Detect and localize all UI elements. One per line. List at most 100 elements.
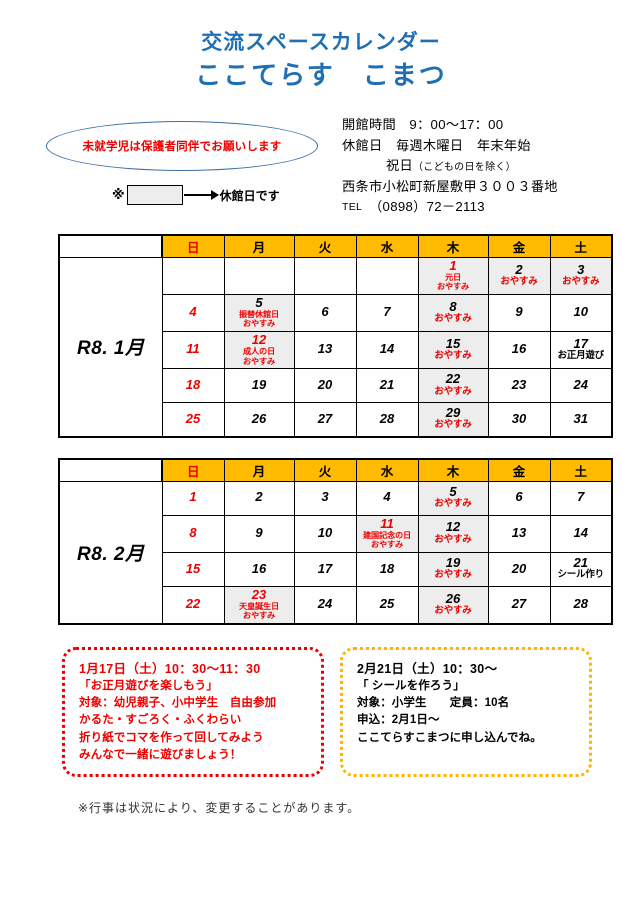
day-cell-empty bbox=[293, 256, 357, 295]
day-cell-12[interactable]: 12 成人の日 おやすみ bbox=[223, 330, 295, 370]
day-cell-11[interactable]: 11 bbox=[161, 330, 225, 370]
day-number: 11 bbox=[380, 515, 394, 531]
day-number: 2 bbox=[255, 489, 263, 505]
day-cell-18[interactable]: 18 bbox=[355, 551, 419, 587]
day-note-secondary: おやすみ bbox=[437, 282, 469, 292]
day-cell-2[interactable]: 2 bbox=[223, 480, 295, 516]
day-number: 16 bbox=[251, 560, 267, 576]
day-cell-2[interactable]: 2 おやすみ bbox=[487, 256, 551, 295]
day-cell-22[interactable]: 22 おやすみ bbox=[417, 368, 489, 404]
day-cell-28[interactable]: 28 bbox=[355, 402, 419, 438]
day-number: 26 bbox=[251, 410, 267, 426]
day-cell-22[interactable]: 22 bbox=[161, 585, 225, 625]
day-number: 31 bbox=[573, 410, 588, 426]
day-cell-27[interactable]: 27 bbox=[487, 585, 551, 625]
day-note: おやすみ bbox=[434, 498, 472, 510]
day-cell-6[interactable]: 6 bbox=[293, 293, 357, 332]
facility-address: 西条市小松町新屋敷甲３００３番地 bbox=[342, 178, 558, 194]
day-cell-27[interactable]: 27 bbox=[293, 402, 357, 438]
day-cell-28[interactable]: 28 bbox=[549, 585, 613, 625]
day-cell-9[interactable]: 9 bbox=[487, 293, 551, 332]
calendar-january-body: 日月火水木金土 R8. 1月 1 元日 おやすみ 2 おやすみ 3 おやすみ 4 5 振替休館日 おやす… bbox=[58, 234, 613, 438]
calendar-january-wrapper: 日月火水木金土 R8. 1月 1 元日 おやすみ 2 おやすみ 3 おやすみ 4 5 振替休館日 おやす… bbox=[0, 233, 642, 438]
day-cell-20[interactable]: 20 bbox=[487, 551, 551, 587]
event-line: かるた・すごろく・ふくわらい bbox=[79, 714, 242, 727]
day-cell-8[interactable]: 8 おやすみ bbox=[417, 293, 489, 332]
day-cell-18[interactable]: 18 bbox=[161, 368, 225, 404]
dow-header-3: 水 bbox=[355, 234, 419, 258]
day-cell-26[interactable]: 26 bbox=[223, 402, 295, 438]
calendar-week-row: 18 19 20 21 22 おやすみ 23 24 bbox=[59, 368, 613, 404]
dow-header-6: 土 bbox=[549, 234, 613, 258]
day-number: 4 bbox=[189, 304, 197, 320]
day-cell-10[interactable]: 10 bbox=[549, 293, 613, 332]
day-cell-3[interactable]: 3 bbox=[293, 480, 357, 516]
day-cell-15[interactable]: 15 bbox=[161, 551, 225, 587]
day-cell-21[interactable]: 21 シール作り bbox=[549, 551, 613, 587]
day-cell-29[interactable]: 29 おやすみ bbox=[417, 402, 489, 438]
day-cell-7[interactable]: 7 bbox=[549, 480, 613, 516]
day-cell-30[interactable]: 30 bbox=[487, 402, 551, 438]
day-cell-20[interactable]: 20 bbox=[293, 368, 357, 404]
day-number: 7 bbox=[383, 304, 391, 320]
facility-closed-holidays: 祝日（こどもの日を除く） bbox=[342, 156, 614, 176]
day-cell-23[interactable]: 23 天皇誕生日 おやすみ bbox=[223, 585, 295, 625]
day-cell-3[interactable]: 3 おやすみ bbox=[549, 256, 613, 295]
day-number: 20 bbox=[511, 560, 527, 576]
facility-hours: 開館時間 9：00～17：00 bbox=[342, 117, 504, 133]
day-cell-empty bbox=[223, 256, 295, 295]
day-note: おやすみ bbox=[434, 533, 472, 545]
event-line: ここてらすこまつに申し込んでね。 bbox=[357, 731, 542, 744]
day-cell-16[interactable]: 16 bbox=[223, 551, 295, 587]
day-note: 建国記念の日 bbox=[363, 530, 411, 540]
notice-oval-text: 未就学児は保護者同伴でお願いします bbox=[82, 141, 282, 154]
day-cell-5[interactable]: 5 おやすみ bbox=[417, 480, 489, 516]
day-cell-31[interactable]: 31 bbox=[549, 402, 613, 438]
day-number: 22 bbox=[445, 371, 461, 387]
dow-header-5: 金 bbox=[487, 458, 551, 482]
day-cell-25[interactable]: 25 bbox=[161, 402, 225, 438]
day-cell-24[interactable]: 24 bbox=[293, 585, 357, 625]
day-cell-9[interactable]: 9 bbox=[223, 514, 295, 553]
day-number: 7 bbox=[577, 489, 585, 505]
day-note: おやすみ bbox=[434, 350, 472, 362]
day-number: 1 bbox=[449, 257, 457, 273]
day-cell-7[interactable]: 7 bbox=[355, 293, 419, 332]
asterisk-icon: ※ bbox=[112, 187, 125, 203]
day-cell-14[interactable]: 14 bbox=[355, 330, 419, 370]
day-cell-25[interactable]: 25 bbox=[355, 585, 419, 625]
day-cell-17[interactable]: 17 bbox=[293, 551, 357, 587]
event-line: みんなで一緒に遊びましょう！ bbox=[79, 748, 242, 761]
day-cell-5[interactable]: 5 振替休館日 おやすみ bbox=[223, 293, 295, 332]
day-cell-13[interactable]: 13 bbox=[487, 514, 551, 553]
day-cell-17[interactable]: 17 お正月遊び bbox=[549, 330, 613, 370]
day-cell-19[interactable]: 19 おやすみ bbox=[417, 551, 489, 587]
day-cell-6[interactable]: 6 bbox=[487, 480, 551, 516]
day-cell-23[interactable]: 23 bbox=[487, 368, 551, 404]
day-cell-4[interactable]: 4 bbox=[161, 293, 225, 332]
dow-header-4: 木 bbox=[417, 458, 489, 482]
tel-label: TEL bbox=[342, 201, 363, 214]
day-cell-4[interactable]: 4 bbox=[355, 480, 419, 516]
day-number: 21 bbox=[573, 555, 588, 571]
day-cell-10[interactable]: 10 bbox=[293, 514, 357, 553]
day-cell-8[interactable]: 8 bbox=[161, 514, 225, 553]
holiday-label: 祝日 bbox=[386, 158, 413, 174]
day-cell-13[interactable]: 13 bbox=[293, 330, 357, 370]
day-cell-1[interactable]: 1 元日 おやすみ bbox=[417, 256, 489, 295]
day-number: 18 bbox=[185, 376, 201, 392]
day-cell-1[interactable]: 1 bbox=[161, 480, 225, 516]
title-line-2: ここてらす こまつ bbox=[195, 60, 447, 91]
day-cell-12[interactable]: 12 おやすみ bbox=[417, 514, 489, 553]
day-number: 1 bbox=[189, 489, 197, 505]
day-cell-21[interactable]: 21 bbox=[355, 368, 419, 404]
day-cell-14[interactable]: 14 bbox=[549, 514, 613, 553]
day-cell-19[interactable]: 19 bbox=[223, 368, 295, 404]
day-cell-15[interactable]: 15 おやすみ bbox=[417, 330, 489, 370]
day-cell-26[interactable]: 26 おやすみ bbox=[417, 585, 489, 625]
day-note: おやすみ bbox=[434, 419, 472, 431]
calendar-february-body: 日月火水木金土 R8. 2月 1 2 3 4 5 おやすみ 6 7 8 9 10 11 建国記念の日 おやすみ… bbox=[58, 458, 613, 625]
day-cell-24[interactable]: 24 bbox=[549, 368, 613, 404]
day-cell-11[interactable]: 11 建国記念の日 おやすみ bbox=[355, 514, 419, 553]
day-cell-16[interactable]: 16 bbox=[487, 330, 551, 370]
